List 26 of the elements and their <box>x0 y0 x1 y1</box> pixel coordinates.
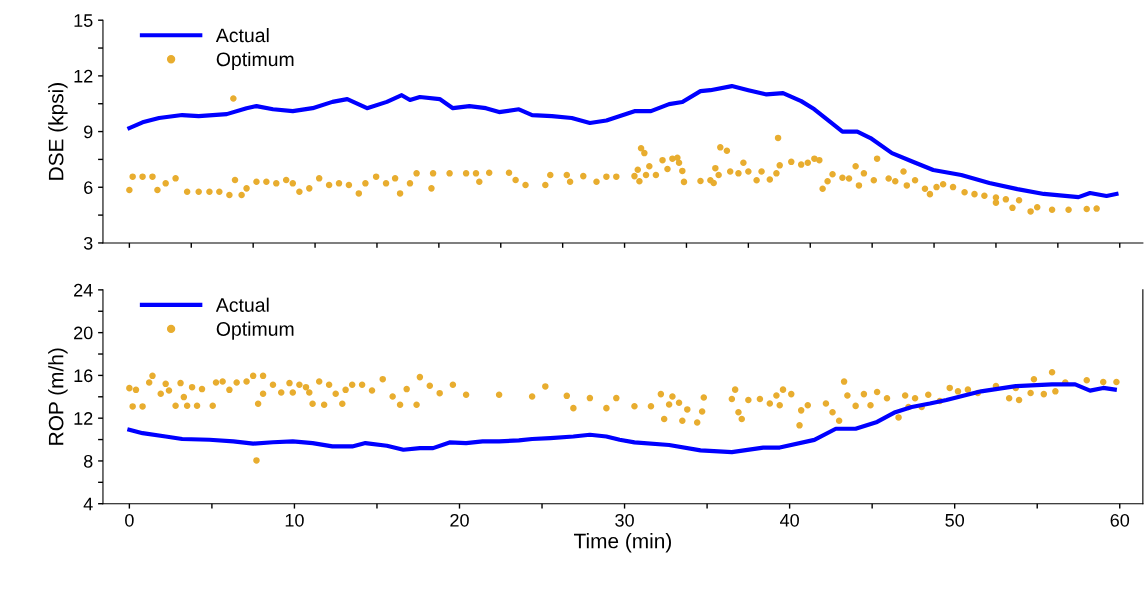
x-axis-title: Time (min) <box>574 533 671 553</box>
y-tick-label: 8 <box>83 454 93 468</box>
y-tick-label: 12 <box>74 412 93 425</box>
y-axis-title: DSE (kpsi) <box>48 83 68 180</box>
legend-label: Optimum <box>216 51 294 71</box>
y-tick-label: 20 <box>74 326 93 340</box>
y-tick-label: 15 <box>74 14 93 27</box>
y-tick-label: 4 <box>83 497 93 511</box>
y-tick-label: 9 <box>84 125 93 139</box>
legend-label: Optimum <box>216 321 294 340</box>
x-tick-label: 50 <box>945 513 965 527</box>
y-tick-label: 12 <box>74 69 93 83</box>
x-tick-label: 10 <box>285 513 304 527</box>
y-tick-label: 3 <box>83 236 93 250</box>
y-tick-label: 24 <box>74 283 93 297</box>
x-tick-label: 30 <box>615 513 634 527</box>
y-tick-label: 16 <box>74 369 93 383</box>
y-axis-title: ROP (m/h) <box>48 348 68 445</box>
y-tick-label: 6 <box>84 181 93 194</box>
legend-label: Actual <box>215 297 269 312</box>
line-series <box>127 84 1119 200</box>
x-tick-label: 60 <box>1110 513 1130 527</box>
x-tick-label: 0 <box>125 513 134 527</box>
x-tick-label: 20 <box>450 513 469 527</box>
legend-label: Actual <box>215 27 269 43</box>
x-tick-label: 40 <box>780 513 799 527</box>
